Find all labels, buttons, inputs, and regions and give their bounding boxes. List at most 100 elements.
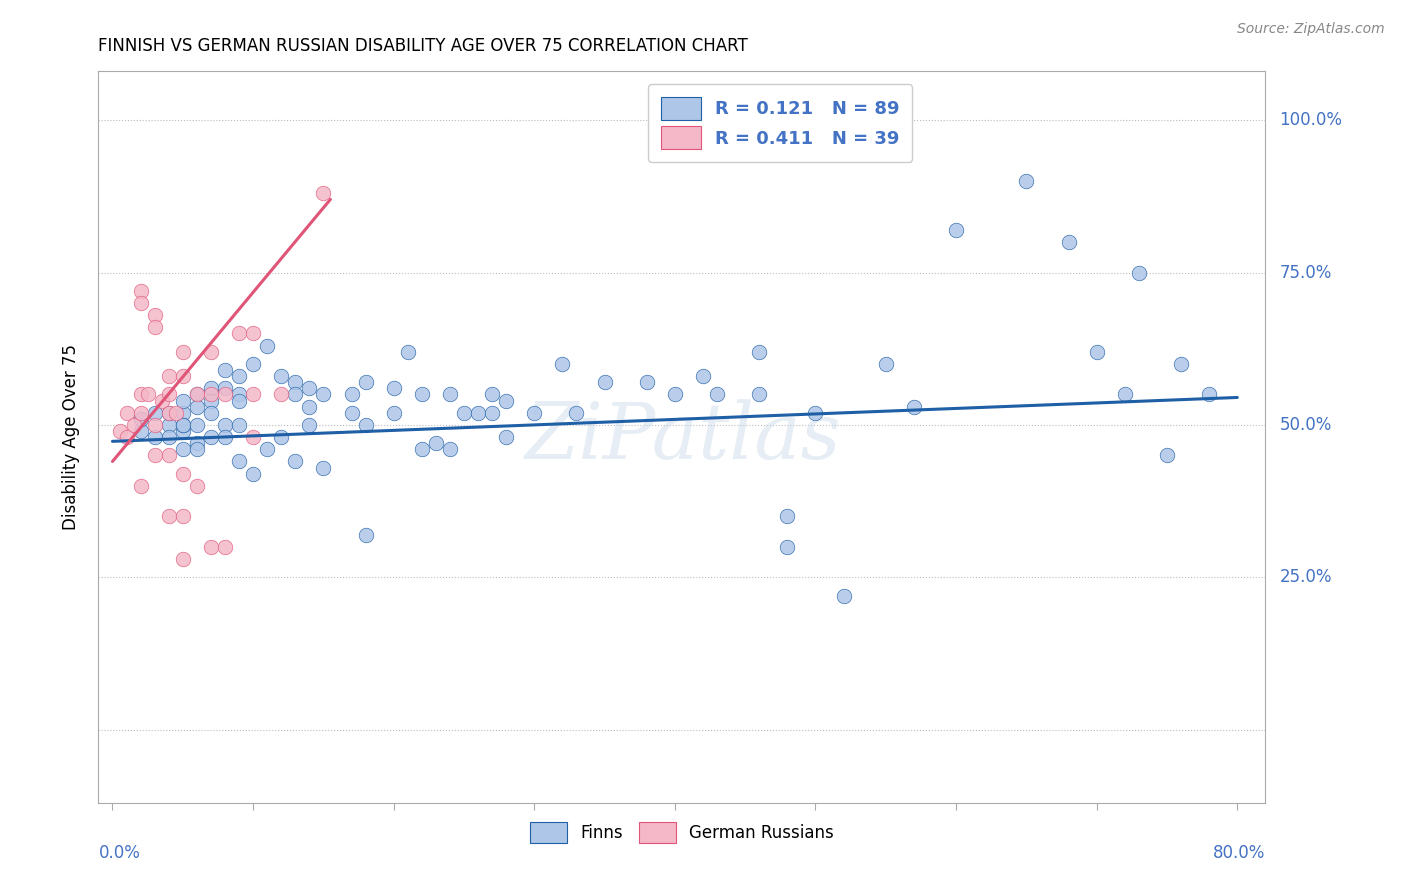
Point (692, 369, 714, 384)
Point (157, 387, 180, 401)
Point (122, 417, 145, 432)
Text: 80.0%: 80.0% (1213, 845, 1265, 863)
Point (143, 430, 166, 444)
Point (172, 417, 194, 432)
Point (284, 387, 307, 401)
Point (143, 308, 166, 322)
Point (143, 448, 166, 462)
Point (172, 344, 194, 359)
Point (157, 406, 180, 420)
Point (804, 406, 827, 420)
Point (340, 406, 363, 420)
Point (1128, 266, 1150, 280)
Point (256, 339, 278, 353)
Point (143, 320, 166, 334)
Point (832, 589, 855, 603)
Point (186, 436, 208, 450)
Point (1015, 174, 1038, 188)
Text: 0.0%: 0.0% (98, 845, 141, 863)
Point (200, 387, 222, 401)
Point (664, 387, 686, 401)
Point (481, 387, 503, 401)
Point (186, 387, 208, 401)
Point (200, 406, 222, 420)
Point (565, 406, 588, 420)
Point (186, 387, 208, 401)
Point (298, 417, 321, 432)
Point (186, 442, 208, 457)
Point (439, 387, 461, 401)
Point (157, 509, 180, 524)
Point (214, 363, 236, 377)
Text: Source: ZipAtlas.com: Source: ZipAtlas.com (1237, 22, 1385, 37)
Point (425, 436, 447, 450)
Point (1198, 387, 1220, 401)
Point (495, 393, 517, 408)
Point (136, 387, 159, 401)
Point (706, 387, 728, 401)
Point (200, 393, 222, 408)
Point (172, 417, 194, 432)
Point (354, 417, 377, 432)
Point (200, 381, 222, 395)
Point (129, 412, 152, 426)
Point (382, 406, 405, 420)
Point (945, 223, 967, 237)
Point (776, 540, 799, 554)
Point (228, 393, 250, 408)
Point (270, 430, 292, 444)
Point (312, 387, 335, 401)
Point (228, 387, 250, 401)
Point (748, 387, 770, 401)
Point (157, 448, 180, 462)
Point (776, 509, 799, 524)
Point (186, 417, 208, 432)
Point (298, 400, 321, 414)
Point (172, 467, 194, 481)
Point (875, 357, 897, 371)
Text: FINNISH VS GERMAN RUSSIAN DISABILITY AGE OVER 75 CORRELATION CHART: FINNISH VS GERMAN RUSSIAN DISABILITY AGE… (98, 37, 748, 54)
Point (172, 552, 194, 566)
Point (523, 406, 546, 420)
Point (1085, 344, 1108, 359)
Point (593, 376, 616, 390)
Point (411, 442, 433, 457)
Point (354, 527, 377, 541)
Point (143, 406, 166, 420)
Point (157, 369, 180, 384)
Point (129, 406, 152, 420)
Point (157, 417, 180, 432)
Point (340, 387, 363, 401)
Point (396, 344, 419, 359)
Point (903, 400, 925, 414)
Point (354, 376, 377, 390)
Point (284, 454, 307, 468)
Text: 25.0%: 25.0% (1279, 568, 1331, 586)
Point (115, 406, 138, 420)
Point (157, 430, 180, 444)
Text: 50.0%: 50.0% (1279, 416, 1331, 434)
Point (228, 369, 250, 384)
Point (298, 381, 321, 395)
Point (495, 430, 517, 444)
Point (284, 376, 307, 390)
Point (636, 376, 658, 390)
Point (228, 326, 250, 341)
Point (186, 400, 208, 414)
Point (256, 442, 278, 457)
Point (108, 424, 131, 438)
Point (172, 406, 194, 420)
Point (382, 381, 405, 395)
Legend: Finns, German Russians: Finns, German Russians (520, 812, 844, 853)
Point (157, 406, 180, 420)
Point (172, 369, 194, 384)
Point (242, 430, 264, 444)
Point (270, 387, 292, 401)
Point (1170, 357, 1192, 371)
Point (214, 381, 236, 395)
Point (1156, 448, 1178, 462)
Text: 100.0%: 100.0% (1279, 112, 1343, 129)
Point (143, 417, 166, 432)
Point (214, 387, 236, 401)
Y-axis label: Disability Age Over 75: Disability Age Over 75 (62, 344, 80, 530)
